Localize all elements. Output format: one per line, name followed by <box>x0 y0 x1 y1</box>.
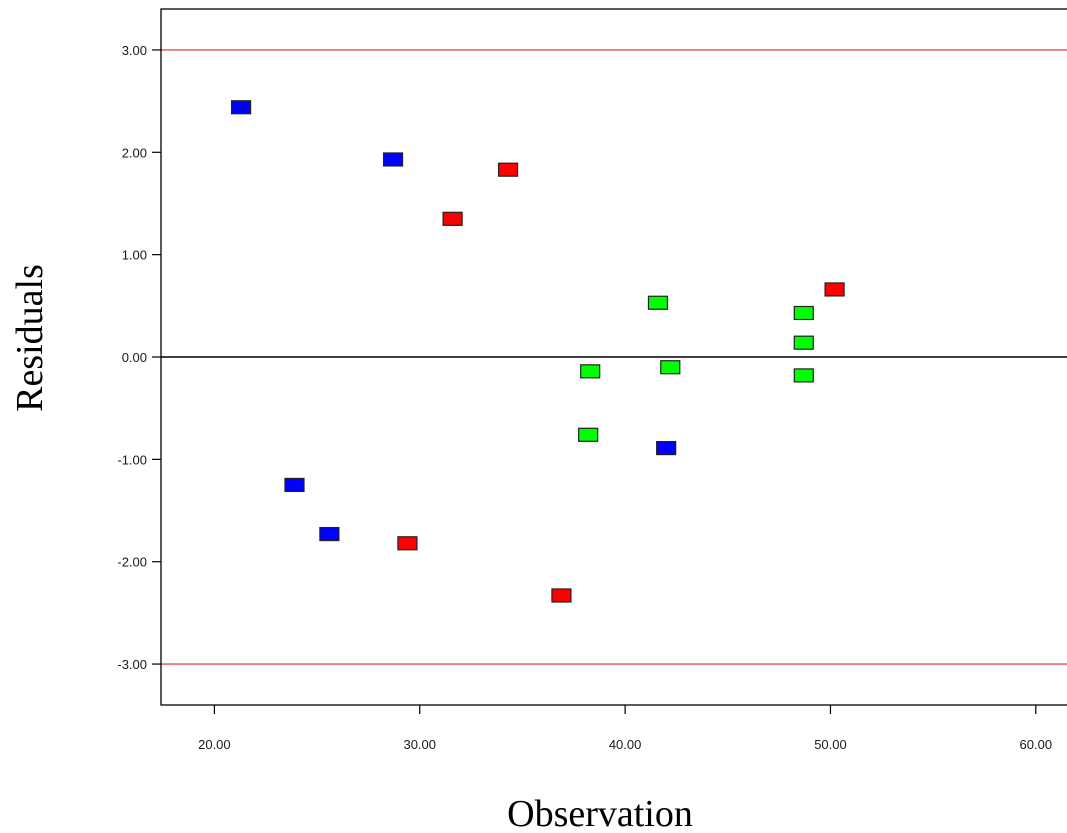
x-tick-label: 20.00 <box>198 737 231 752</box>
y-tick-label: 2.00 <box>122 145 147 160</box>
data-point <box>824 282 845 297</box>
data-point <box>793 368 814 383</box>
data-point <box>397 536 418 551</box>
y-tick-label: -3.00 <box>117 657 147 672</box>
data-point <box>382 152 404 167</box>
data-point <box>647 295 669 310</box>
y-tick-label: 1.00 <box>122 248 147 263</box>
data-point <box>578 427 599 442</box>
data-point <box>284 477 305 493</box>
y-axis-title: Residuals <box>9 264 51 412</box>
data-point <box>793 335 814 350</box>
x-axis-title: Observation <box>507 793 693 833</box>
y-tick-label: -1.00 <box>117 452 147 467</box>
x-tick-label: 40.00 <box>609 737 642 752</box>
data-point <box>442 211 463 226</box>
data-point <box>497 162 519 177</box>
y-tick-label: 0.00 <box>122 350 147 365</box>
data-point <box>660 360 681 375</box>
data-point <box>656 440 677 456</box>
y-tick-label: 3.00 <box>122 43 147 58</box>
data-point <box>319 526 340 542</box>
data-point <box>230 100 252 115</box>
x-tick-label: 60.00 <box>1020 737 1053 752</box>
data-point <box>793 305 814 321</box>
data-point <box>551 588 572 603</box>
x-tick-label: 30.00 <box>403 737 436 752</box>
y-tick-label: -2.00 <box>117 555 147 570</box>
x-tick-label: 50.00 <box>814 737 847 752</box>
data-point <box>580 364 601 379</box>
